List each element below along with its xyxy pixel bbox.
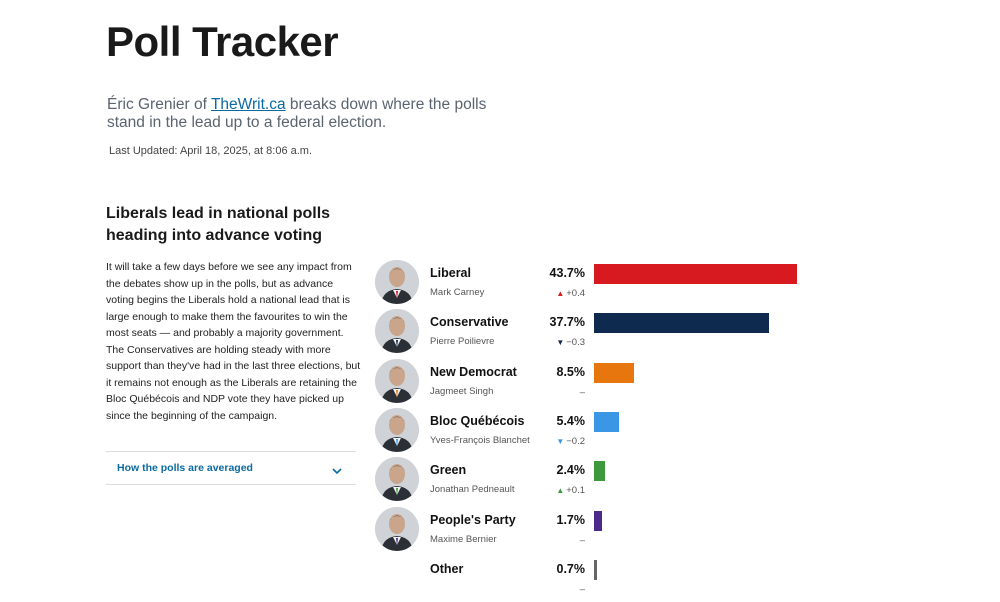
vote-share-label: 37.7% xyxy=(549,315,585,330)
last-updated: Last Updated: April 18, 2025, at 8:06 a.… xyxy=(109,145,313,157)
leader-name: Maxime Bernier xyxy=(430,533,497,545)
vote-share-label: 0.7% xyxy=(556,561,586,576)
article-body: It will take a few days before we see an… xyxy=(106,261,361,422)
leader-avatar xyxy=(375,358,419,403)
accordion-label: How the polls are averaged xyxy=(117,462,253,474)
intro-prefix: Éric Grenier of xyxy=(107,96,211,113)
thewrit-link[interactable]: TheWrit.ca xyxy=(210,96,286,113)
change-value: – xyxy=(579,583,585,595)
party-name: Conservative xyxy=(430,315,509,330)
party-row: People's Party Maxime Bernier 1.7% – xyxy=(375,506,815,553)
chevron-down-icon xyxy=(332,462,342,480)
vote-share-label: 1.7% xyxy=(556,512,586,527)
change-value: −0.2 xyxy=(566,435,585,447)
vote-share-bar xyxy=(594,461,606,482)
party-name: People's Party xyxy=(430,512,516,527)
page-title: Poll Tracker xyxy=(106,18,339,65)
vote-share-bar xyxy=(594,362,634,383)
leader-name: Jonathan Pedneault xyxy=(430,484,515,496)
change-value: – xyxy=(579,386,585,398)
leader-avatar xyxy=(375,260,419,304)
triangle-up-icon: ▲ xyxy=(556,289,565,298)
leader-avatar xyxy=(375,309,419,354)
party-name: New Democrat xyxy=(430,364,517,379)
leader-avatar xyxy=(375,407,419,452)
vote-share-label: 5.4% xyxy=(556,413,586,428)
triangle-down-icon: ▼ xyxy=(556,436,565,446)
vote-share-bar xyxy=(594,559,598,580)
leader-avatar xyxy=(375,506,419,551)
leader-avatar xyxy=(375,457,419,502)
party-name: Other xyxy=(430,561,464,576)
party-name: Liberal xyxy=(430,266,471,280)
party-row: Bloc Québécois Yves-François Blanchet 5.4%… xyxy=(375,407,815,454)
vote-share-bar xyxy=(594,411,620,432)
vote-share-bar xyxy=(594,264,798,284)
change-label: ▼ −0.3 xyxy=(525,337,585,348)
change-label: ▼ −0.2 xyxy=(525,436,585,447)
change-label: – xyxy=(525,535,585,546)
triangle-up-icon: ▲ xyxy=(556,486,565,496)
party-row: Other 0.7% – xyxy=(375,556,815,602)
leader-name: Jagmeet Singh xyxy=(430,385,494,397)
vote-share-label: 2.4% xyxy=(556,463,586,478)
article-headline: Liberals lead in national polls heading … xyxy=(106,205,331,244)
change-label: – xyxy=(525,387,585,398)
change-value: −0.3 xyxy=(566,337,585,349)
intro-text: Éric Grenier of TheWrit.ca breaks down w… xyxy=(107,96,527,132)
change-value: +0.4 xyxy=(566,288,585,299)
change-label: – xyxy=(525,584,585,595)
party-row: New Democrat Jagmeet Singh 8.5% – xyxy=(375,358,815,405)
party-row: Conservative Pierre Poilievre 37.7% ▼ −0.3 xyxy=(375,309,815,355)
leader-name: Mark Carney xyxy=(430,287,485,298)
intro-suffix: breaks down where the polls stand in the… xyxy=(107,96,487,131)
polls-averaged-accordion[interactable]: How the polls are averaged xyxy=(106,451,356,485)
party-row: Liberal Mark Carney 43.7% ▲ +0.4 xyxy=(375,260,815,306)
vote-share-bar xyxy=(594,313,770,334)
change-value: – xyxy=(579,534,585,546)
leader-name: Pierre Poilievre xyxy=(430,336,495,348)
vote-share-bar xyxy=(594,510,602,531)
party-row: Green Jonathan Pedneault 2.4% ▲ +0.1 xyxy=(375,457,815,503)
vote-share-label: 8.5% xyxy=(556,364,586,379)
triangle-down-icon: ▼ xyxy=(556,338,565,348)
change-label: ▲ +0.1 xyxy=(525,485,585,496)
party-name: Bloc Québécois xyxy=(430,413,525,428)
vote-share-label: 43.7% xyxy=(549,266,585,280)
party-name: Green xyxy=(430,463,467,478)
leader-name: Yves-François Blanchet xyxy=(430,434,530,446)
change-value: +0.1 xyxy=(566,485,585,497)
change-label: ▲ +0.4 xyxy=(525,288,585,299)
